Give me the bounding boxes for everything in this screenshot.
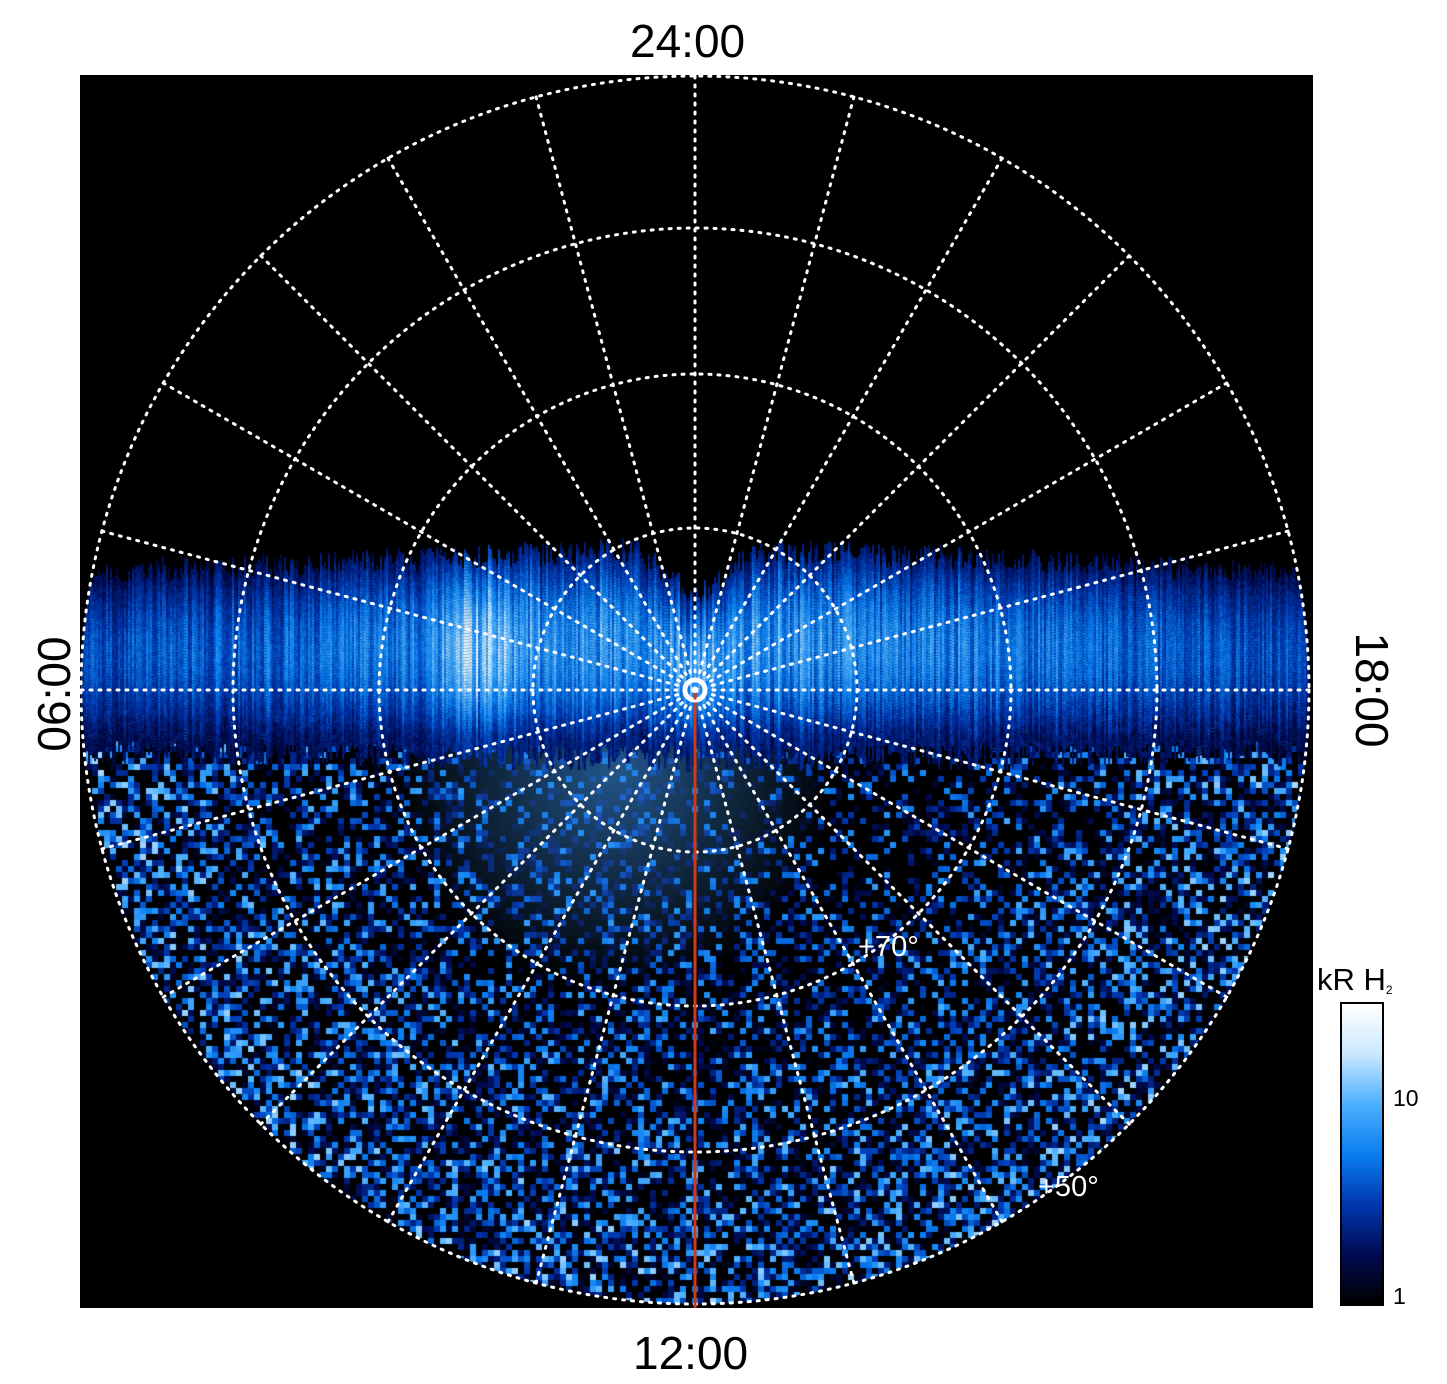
meridian-line: [693, 95, 856, 692]
colorbar-tick-10: 10: [1393, 1085, 1419, 1111]
meridian-line: [534, 95, 697, 692]
colorbar-title-subscript: 2: [1385, 983, 1393, 997]
pole-marker: [682, 677, 708, 703]
meridian-line: [693, 688, 1004, 1224]
meridian-line: [693, 688, 856, 1285]
meridian-line: [534, 688, 697, 1285]
label-dawn: 06:00: [28, 636, 80, 752]
label-noon: 12:00: [633, 1327, 749, 1379]
meridian-line: [693, 688, 1290, 851]
meridian-line: [693, 156, 1004, 692]
meridian-line: [693, 254, 1131, 692]
meridian-line: [161, 688, 697, 999]
meridian-line: [161, 381, 697, 692]
meridian-line: [693, 688, 1131, 1126]
polar-grid-overlay: [80, 75, 1311, 1308]
latitude-label-70: +70°: [858, 931, 919, 963]
latitude-label-50: +50°: [1038, 1171, 1099, 1203]
colorbar-tick-1: 1: [1393, 1283, 1406, 1309]
meridian-line: [259, 254, 697, 692]
polar-projection-image: +70° +50°: [80, 75, 1313, 1308]
meridian-line: [100, 688, 697, 851]
meridian-line: [386, 688, 697, 1224]
pole-dot: [692, 687, 698, 693]
meridian-line: [693, 529, 1290, 692]
meridian-line: [693, 381, 1229, 692]
meridian-line: [259, 688, 697, 1126]
colorbar-title: kR H2: [1317, 962, 1393, 998]
meridian-line: [693, 688, 1229, 999]
meridian-line: [100, 529, 697, 692]
colorbar: [1340, 1002, 1384, 1306]
meridian-line: [386, 156, 697, 692]
label-midnight: 24:00: [630, 15, 746, 67]
label-dusk: 18:00: [1346, 632, 1398, 748]
colorbar-title-text: kR H: [1317, 962, 1386, 997]
